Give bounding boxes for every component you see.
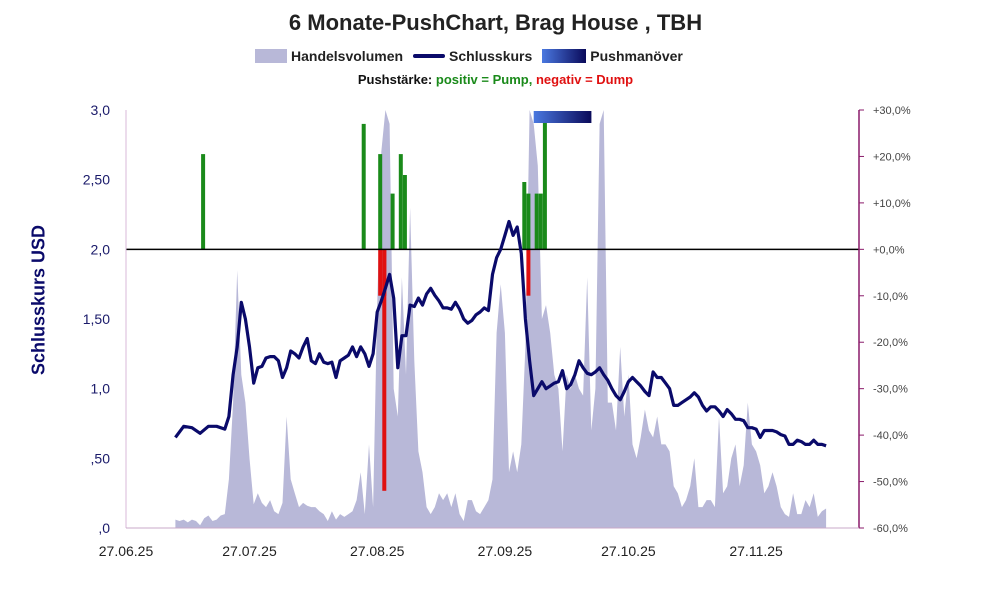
y-left-tick-label: ,0: [98, 520, 110, 536]
volume-area: [175, 110, 827, 528]
push-strength-bar-15: [542, 119, 547, 250]
push-strength-bar-2: [361, 123, 366, 250]
x-tick-label: 27.09.25: [478, 543, 533, 559]
y-left-tick-label: 1,50: [83, 311, 110, 327]
y-left-tick-label: 2,50: [83, 172, 110, 188]
chart-subtitle: Pushstärke: positiv = Pump, negativ = Du…: [0, 72, 991, 87]
push-strength-bar-10: [522, 182, 527, 250]
y-right-tick-label: +30,0%: [873, 105, 911, 117]
push-strength-bar-14: [538, 193, 543, 250]
push-strength-bar-13: [534, 193, 539, 250]
push-strength-bar-7: [390, 193, 395, 250]
push-strength-bar-3: [378, 154, 383, 250]
y-right-tick-label: -50,0%: [873, 477, 908, 489]
chart-title: 6 Monate-PushChart, Brag House , TBH: [288, 10, 703, 35]
push-maneuver-bar: [533, 111, 592, 123]
y-left-tick-label: ,50: [91, 450, 111, 466]
push-strength-bar-12: [526, 249, 531, 296]
y-right-tick-label: -20,0%: [873, 337, 908, 349]
y-right-tick-label: -60,0%: [873, 523, 908, 535]
legend-label-close: Schlusskurs: [449, 48, 533, 64]
y-right-tick-label: +20,0%: [873, 151, 911, 163]
subtitle-separator: ,: [528, 72, 533, 87]
push-strength-bar-1: [201, 154, 206, 250]
y-right-tick-label: -10,0%: [873, 291, 908, 303]
push-strength-bar-11: [526, 193, 531, 250]
legend-swatch-close: [413, 54, 446, 58]
y-right-tick-label: -40,0%: [873, 430, 908, 442]
push-strength-bar-4: [378, 249, 383, 296]
close-price-line: [174, 219, 827, 448]
y-left-tick-label: 2,0: [91, 241, 111, 257]
legend-swatch-volume: [255, 49, 287, 63]
push-strength-bar-9: [402, 175, 407, 250]
x-tick-label: 27.11.25: [729, 543, 783, 559]
x-tick-label: 27.06.25: [99, 543, 154, 559]
y-right-tick-label: -30,0%: [873, 384, 908, 396]
push-strength-bar-8: [398, 154, 403, 250]
y-left-tick-label: 3,0: [91, 102, 111, 118]
legend-item-push: Pushmanöver: [542, 48, 683, 64]
y-left-tick-label: 1,0: [91, 381, 111, 397]
x-tick-label: 27.08.25: [350, 543, 405, 559]
subtitle-negative: negativ = Dump: [535, 72, 634, 87]
legend: Handelsvolumen Schlusskurs Pushmanöver: [255, 46, 693, 66]
push-strength-bar-6: [382, 249, 387, 491]
x-tick-label: 27.07.25: [222, 543, 277, 559]
legend-item-close: Schlusskurs: [413, 48, 532, 64]
legend-swatch-push: [542, 49, 587, 63]
subtitle-prefix: Pushstärke:: [357, 72, 433, 87]
legend-item-volume: Handelsvolumen: [255, 48, 403, 64]
legend-label-push: Pushmanöver: [590, 48, 683, 64]
y-right-tick-label: +0,0%: [873, 244, 905, 256]
y-right-tick-label: +10,0%: [873, 198, 911, 210]
legend-label-volume: Handelsvolumen: [291, 48, 404, 64]
subtitle-positive: positiv = Pump: [435, 72, 529, 87]
x-tick-label: 27.10.25: [601, 543, 656, 559]
